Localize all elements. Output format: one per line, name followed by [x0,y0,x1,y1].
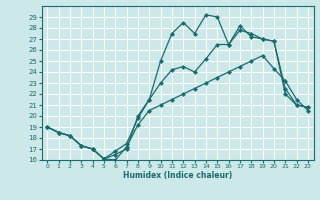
X-axis label: Humidex (Indice chaleur): Humidex (Indice chaleur) [123,171,232,180]
